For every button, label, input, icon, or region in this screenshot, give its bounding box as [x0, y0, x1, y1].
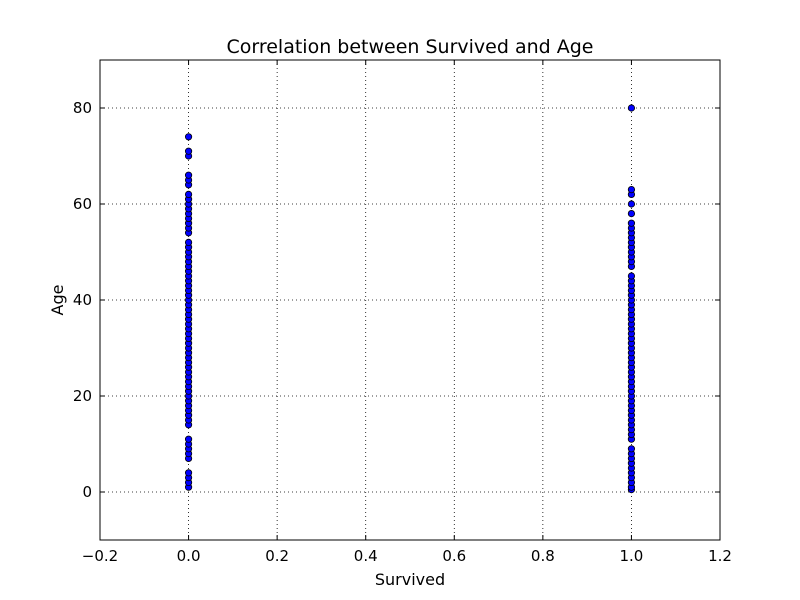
x-tick-label: 1.0	[619, 547, 643, 565]
data-point	[627, 272, 636, 280]
x-axis-label: Survived	[375, 570, 445, 589]
data-point	[627, 219, 636, 227]
data-point	[184, 435, 193, 443]
data-points	[184, 104, 636, 494]
chart-title: Correlation between Survived and Age	[226, 36, 593, 58]
x-tick-label: 0.4	[354, 547, 378, 565]
data-point	[627, 104, 636, 112]
data-point	[627, 200, 636, 208]
x-tick-label: −0.2	[82, 547, 118, 565]
y-tick-label: 60	[73, 195, 92, 213]
grid	[100, 60, 720, 540]
data-point	[184, 238, 193, 246]
data-point	[184, 190, 193, 198]
data-point	[184, 469, 193, 477]
y-axis-label: Age	[48, 285, 67, 316]
x-tick-label: 0.8	[531, 547, 555, 565]
y-tick-label: 80	[73, 99, 92, 117]
axis-ticks: −0.2 0.0 0.2 0.4 0.6 0.8 1.0 1.2 0 20 40 60 80	[73, 60, 732, 565]
data-point	[627, 445, 636, 453]
y-tick-label: 0	[82, 483, 92, 501]
x-tick-label: 1.2	[708, 547, 732, 565]
x-tick-label: 0.2	[265, 547, 289, 565]
x-tick-label: 0.0	[177, 547, 201, 565]
data-point	[184, 171, 193, 179]
y-tick-label: 40	[73, 291, 92, 309]
x-tick-label: 0.6	[442, 547, 466, 565]
data-point	[627, 210, 636, 218]
data-point	[184, 133, 193, 141]
y-tick-label: 20	[73, 387, 92, 405]
data-point	[627, 186, 636, 194]
data-point	[184, 147, 193, 155]
